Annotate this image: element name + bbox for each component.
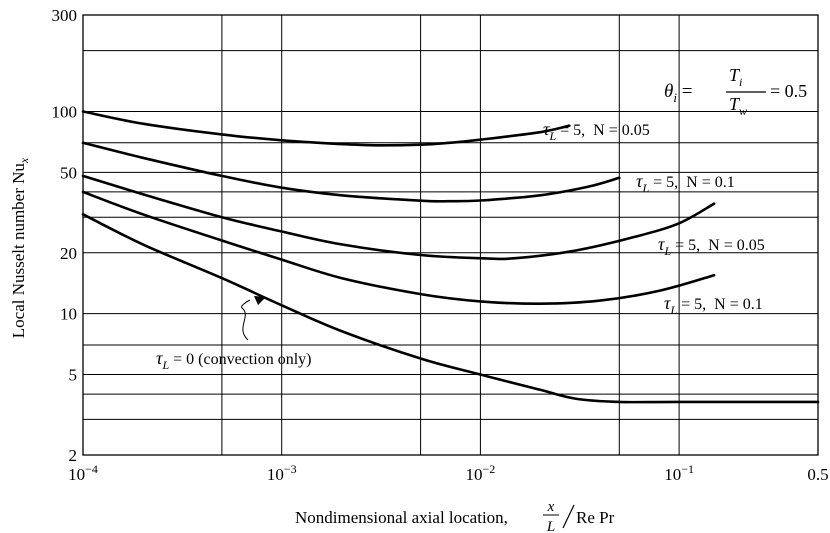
series-line-4 [81, 190, 716, 306]
plot-frame [82, 14, 819, 456]
x-tick-label: 10−3 [267, 462, 297, 484]
tick-labels: 10−4 10−3 10−2 10−1 0.5 2 5 10 20 50 100 300 [52, 6, 829, 484]
ratio-denominator: Tw [729, 94, 747, 118]
theta-symbol: θi = [664, 81, 692, 105]
series-line-1 [81, 110, 571, 147]
x-axis-fraction-denominator: L [546, 519, 555, 533]
x-tick-label: 10−1 [664, 462, 694, 484]
y-tick-label: 5 [69, 366, 78, 385]
series-label-2: τL = 5, N = 0.1 [636, 171, 735, 195]
x-axis-label: Nondimensional axial location, xL Re Pr [295, 499, 615, 533]
y-axis-label: Local Nusselt number Nux [9, 157, 31, 338]
y-axis-label-text: Local Nusselt number Nux [9, 157, 31, 338]
series-curves [81, 110, 820, 404]
y-tick-label: 2 [69, 446, 78, 465]
series-label-1: τL = 5, N = 0.05 [543, 119, 650, 143]
x-axis-label-text: Nondimensional axial location, [295, 508, 508, 527]
gridlines [83, 15, 818, 455]
leader-arrow [241, 299, 251, 341]
x-axis-fraction-numerator: x [547, 499, 555, 515]
ratio-value: = 0.5 [770, 81, 807, 101]
series-line-5 [81, 213, 820, 404]
y-tick-label: 100 [52, 102, 78, 121]
x-tick-label: 10−4 [68, 462, 98, 484]
arrowhead [254, 296, 266, 305]
series-label-3: τL = 5, N = 0.05 [658, 234, 765, 258]
y-tick-label: 20 [60, 244, 77, 263]
x-axis-slash [562, 504, 575, 529]
y-tick-label: 10 [60, 305, 77, 324]
series-line-2 [81, 141, 621, 203]
x-tick-label: 0.5 [807, 465, 828, 484]
series-line-3 [81, 174, 716, 261]
y-tick-label: 50 [60, 163, 77, 182]
series-label-4: τL = 5, N = 0.1 [664, 293, 763, 317]
series-label-5: τL = 0 (convection only) [156, 348, 311, 372]
theta-parameter-note: θi = Ti Tw = 0.5 [664, 65, 807, 118]
y-tick-label: 300 [52, 6, 78, 25]
x-tick-label: 10−2 [466, 462, 496, 484]
x-axis-label-tail: Re Pr [576, 508, 615, 527]
ratio-numerator: Ti [729, 65, 742, 89]
